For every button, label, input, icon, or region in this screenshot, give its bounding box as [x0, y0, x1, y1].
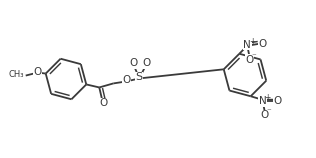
Text: ⁻: ⁻ [266, 108, 271, 117]
Text: O: O [261, 110, 269, 120]
Text: ⁻: ⁻ [251, 52, 256, 61]
Text: O: O [99, 98, 107, 108]
Text: N: N [243, 40, 251, 50]
Text: +: + [264, 93, 271, 102]
Text: O: O [274, 96, 282, 106]
Text: CH₃: CH₃ [8, 70, 24, 79]
Text: O: O [122, 75, 131, 85]
Text: O: O [129, 58, 137, 68]
Text: S: S [136, 72, 143, 82]
Text: O: O [33, 67, 42, 77]
Text: N: N [259, 96, 267, 106]
Text: O: O [245, 55, 253, 65]
Text: O: O [258, 39, 266, 49]
Text: +: + [249, 37, 256, 46]
Text: O: O [142, 58, 150, 68]
